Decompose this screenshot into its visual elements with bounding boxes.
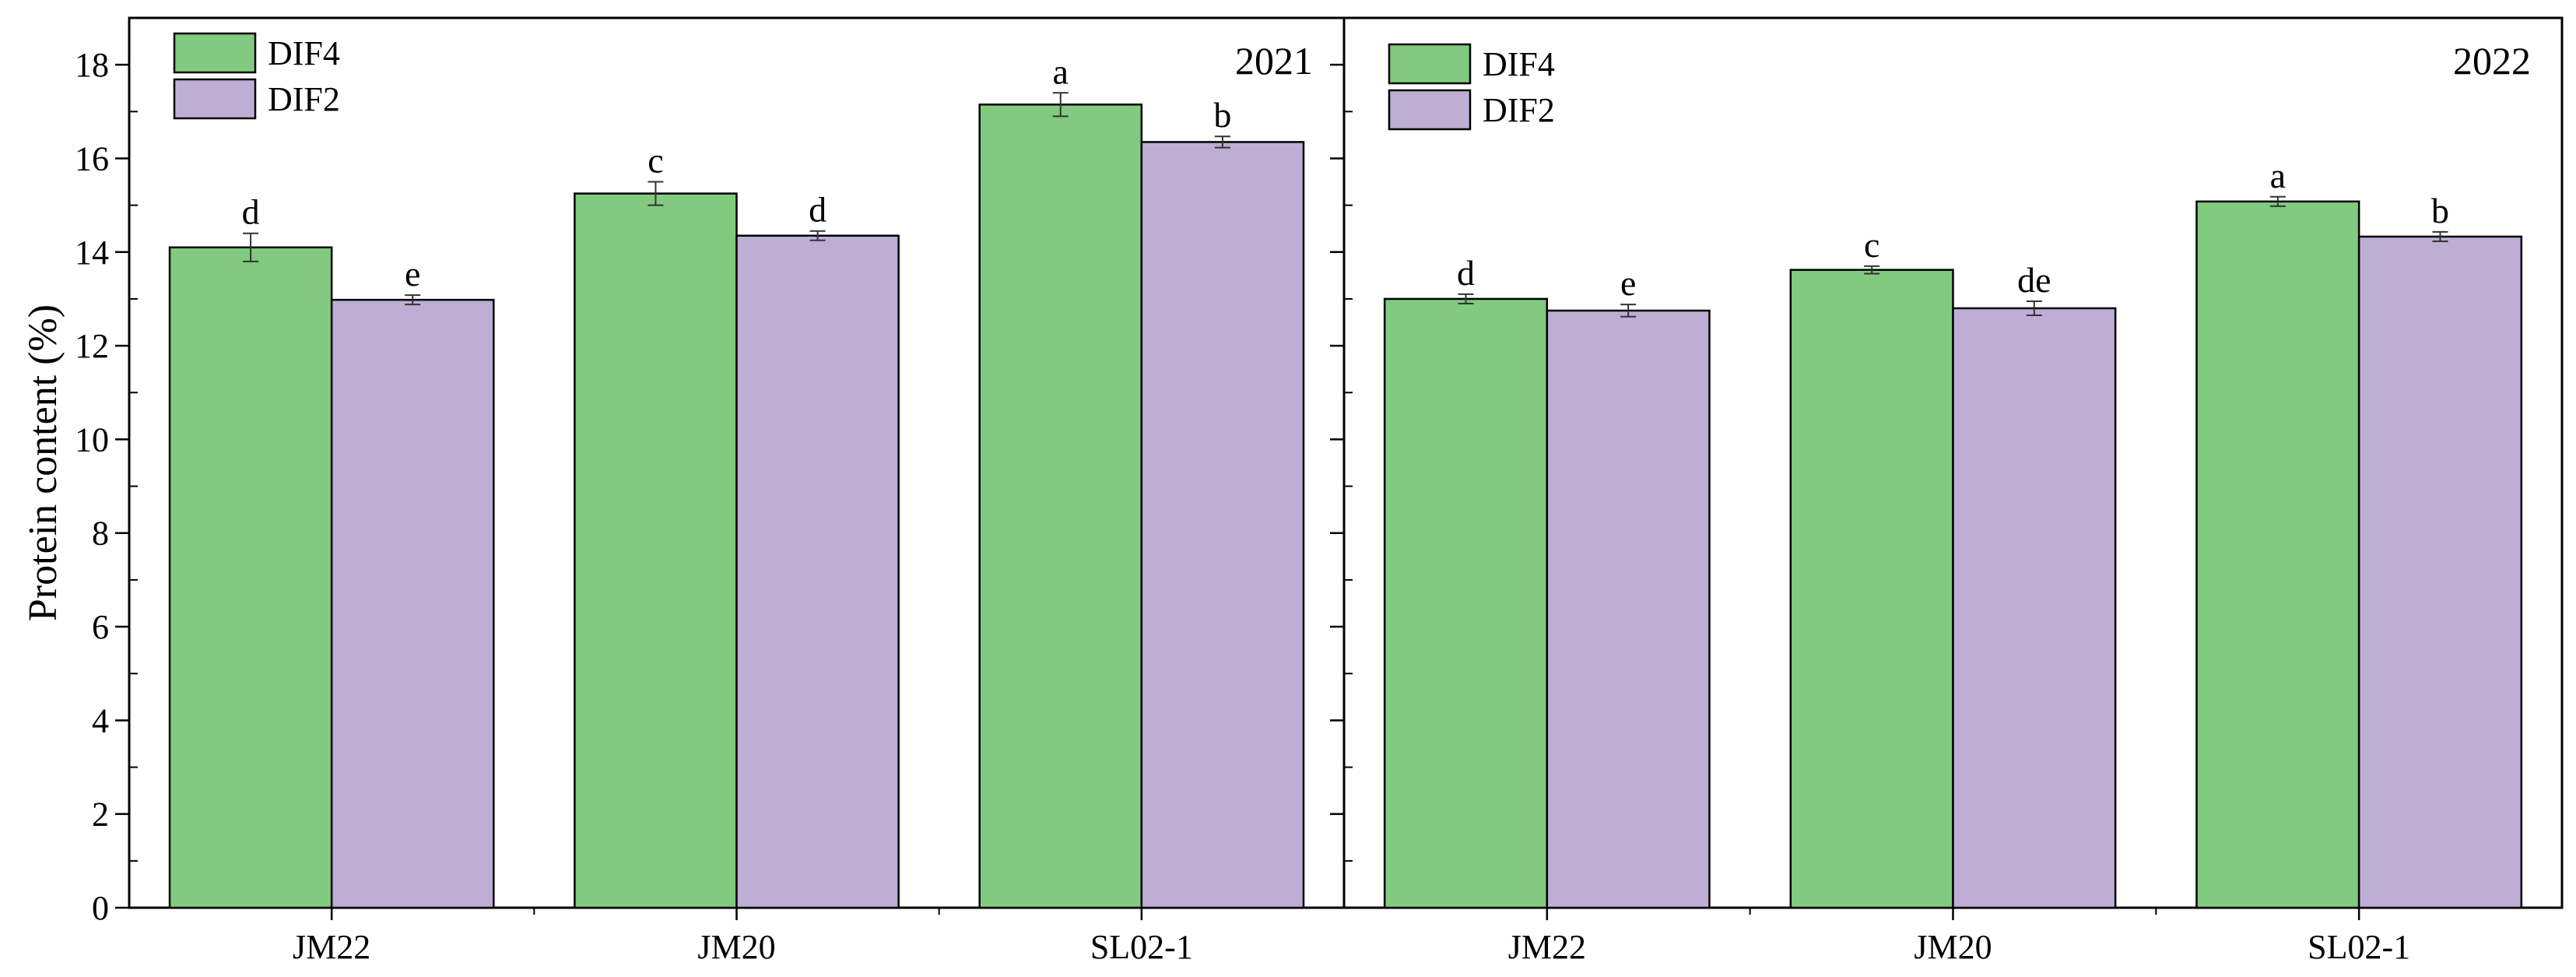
- y-tick-label: 18: [75, 46, 109, 84]
- y-tick-label: 14: [75, 234, 109, 272]
- significance-letter: de: [2017, 260, 2051, 300]
- y-tick-label: 8: [92, 515, 109, 553]
- bar-dif4-jm20: [1789, 269, 1954, 909]
- bar-dif4-sl02-1: [2195, 200, 2360, 909]
- significance-letter: c: [1864, 225, 1879, 265]
- legend-label-dif2: DIF2: [1483, 91, 1555, 129]
- panel-year-label: 2022: [2453, 39, 2531, 83]
- bar-dif4-jm22: [1383, 297, 1549, 909]
- y-tick-label: 4: [92, 701, 109, 740]
- y-axis-title: Protein content (%): [21, 304, 65, 621]
- significance-letter: d: [1457, 253, 1475, 293]
- bar-dif2-jm20: [735, 234, 900, 909]
- significance-letter: e: [405, 254, 420, 293]
- significance-letter: a: [1053, 51, 1069, 91]
- x-tick-label: JM20: [1914, 928, 1992, 966]
- y-tick-label: 12: [75, 327, 109, 365]
- bar-dif4-jm22: [168, 246, 333, 909]
- legend-swatch-dif2: [1388, 89, 1472, 131]
- bar-dif2-sl02-1: [2357, 235, 2523, 909]
- y-tick-label: 2: [92, 796, 109, 834]
- bar-dif4-sl02-1: [978, 104, 1143, 909]
- significance-letter: a: [2270, 156, 2286, 195]
- significance-letter: e: [1620, 263, 1636, 303]
- significance-letter: b: [1213, 95, 1231, 135]
- y-tick-label: 10: [75, 420, 109, 459]
- legend-label-dif2: DIF2: [268, 80, 340, 118]
- legend-swatch-dif2: [173, 78, 257, 120]
- bar-dif2-jm22: [1546, 309, 1711, 909]
- y-tick-label: 16: [75, 139, 109, 177]
- legend-label-dif4: DIF4: [268, 34, 340, 72]
- bar-dif2-sl02-1: [1140, 141, 1305, 909]
- y-tick-label: 6: [92, 608, 109, 646]
- x-tick-label: JM20: [697, 928, 775, 966]
- panel-year-label: 2021: [1235, 39, 1313, 83]
- significance-letter: c: [648, 141, 663, 181]
- x-tick-label: JM22: [293, 928, 370, 966]
- bar-dif2-jm22: [330, 298, 495, 909]
- legend-swatch-dif4: [173, 32, 257, 74]
- significance-letter: b: [2431, 191, 2449, 230]
- x-tick-label: SL02-1: [2308, 928, 2410, 966]
- bar-dif4-jm20: [574, 192, 738, 909]
- x-tick-label: SL02-1: [1090, 928, 1193, 966]
- legend-swatch-dif4: [1388, 43, 1472, 85]
- x-tick-label: JM22: [1508, 928, 1586, 966]
- y-tick-label: 0: [92, 889, 109, 927]
- bar-dif2-jm20: [1952, 307, 2117, 909]
- bars-layer: [168, 92, 2523, 909]
- significance-letter: d: [242, 192, 260, 232]
- legend-label-dif4: DIF4: [1483, 45, 1555, 83]
- significance-letter: d: [809, 190, 826, 230]
